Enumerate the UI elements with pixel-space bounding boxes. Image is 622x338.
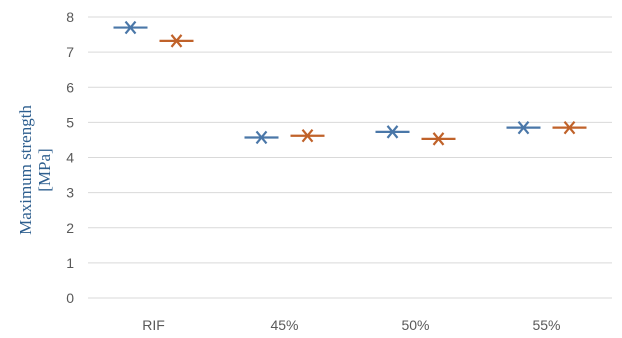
y-tick-label-6: 6 (66, 79, 74, 95)
y-tick-label-3: 3 (66, 185, 74, 201)
y-axis-tick-labels: 0 1 2 3 4 5 6 7 8 (66, 9, 74, 306)
y-tick-label-1: 1 (66, 255, 74, 271)
x-tick-label-2: 50% (401, 317, 429, 333)
marker-series2-RIF (159, 34, 194, 48)
y-tick-label-7: 7 (66, 44, 74, 60)
marker-series1-45% (244, 130, 279, 145)
x-tick-label-1: 45% (270, 317, 298, 333)
marker-series1-55% (506, 120, 541, 135)
y-tick-label-4: 4 (66, 150, 74, 166)
x-axis-tick-labels: RIF 45% 50% 55% (142, 317, 560, 333)
y-axis-label-line-1: Maximum strength (16, 105, 35, 235)
y-tick-label-0: 0 (66, 290, 74, 306)
data-markers (113, 20, 587, 146)
y-axis-label-line-2: [MPa] (35, 148, 54, 191)
x-tick-label-3: 55% (532, 317, 560, 333)
gridlines (88, 16, 612, 299)
marker-series2-45% (290, 129, 325, 143)
marker-series2-55% (552, 120, 587, 135)
marker-series1-50% (375, 125, 410, 139)
y-tick-label-2: 2 (66, 220, 74, 236)
marker-series2-50% (421, 132, 456, 146)
y-tick-label-8: 8 (66, 9, 74, 25)
y-tick-label-5: 5 (66, 114, 74, 130)
x-tick-label-0: RIF (142, 317, 165, 333)
marker-series1-RIF (113, 20, 148, 35)
